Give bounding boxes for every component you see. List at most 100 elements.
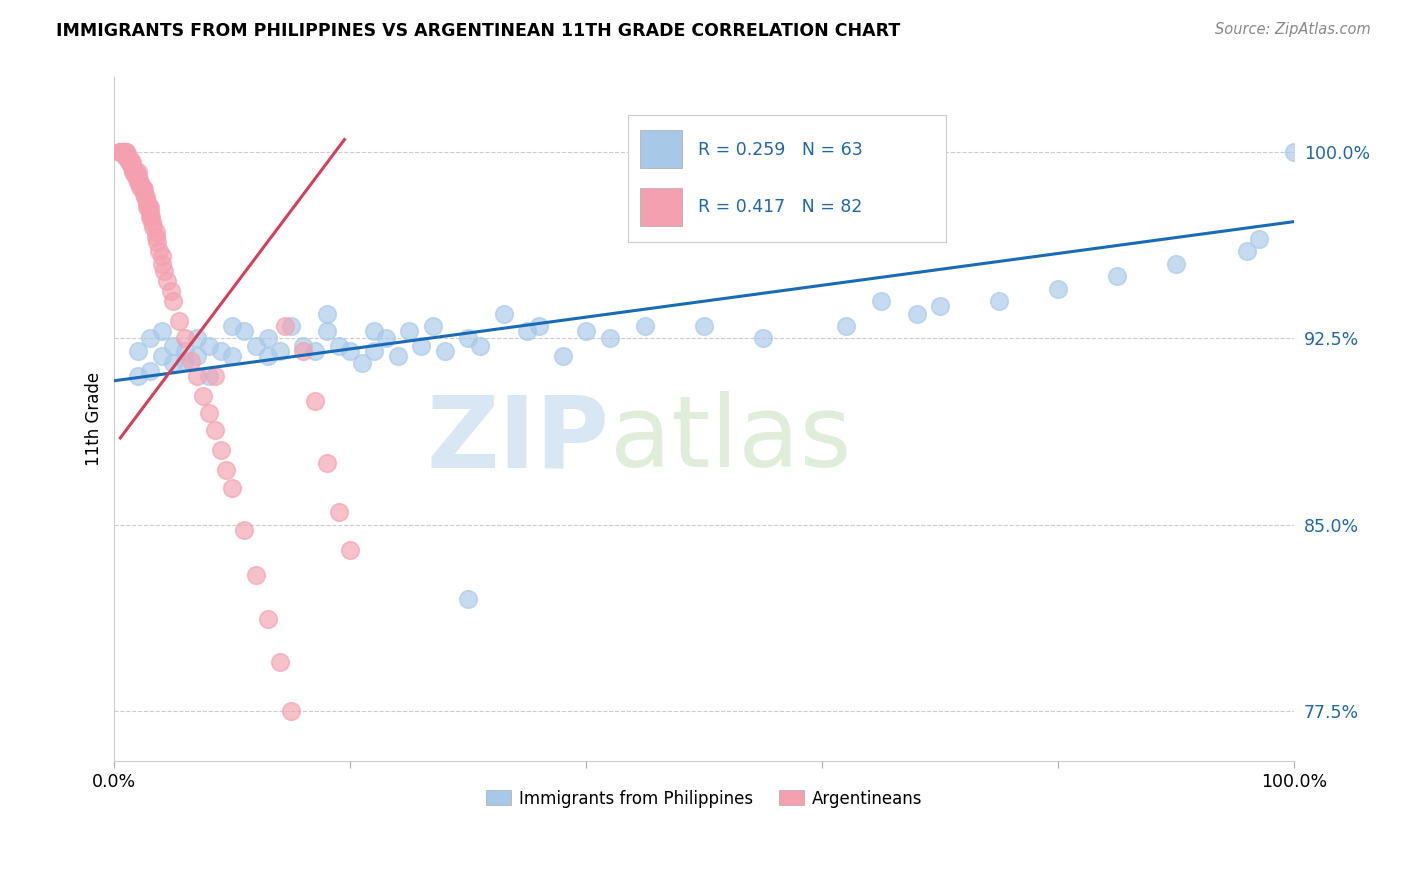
Point [411, 339, 433, 353]
Point [127, 175, 149, 189]
Point [139, 200, 162, 214]
Point [1107, 269, 1129, 284]
Point [374, 331, 396, 345]
Point [139, 364, 162, 378]
Point [117, 150, 139, 164]
Point [1164, 257, 1187, 271]
Point [115, 150, 138, 164]
Point [269, 343, 291, 358]
Point [131, 179, 153, 194]
Point [117, 150, 139, 164]
Point [138, 200, 160, 214]
Point [150, 349, 173, 363]
Point [422, 319, 444, 334]
Point [1247, 232, 1270, 246]
Point [110, 145, 132, 159]
Point [174, 343, 197, 358]
Point [527, 319, 550, 334]
Point [115, 145, 138, 159]
Point [145, 229, 167, 244]
Point [139, 204, 162, 219]
Point [120, 157, 142, 171]
Point [835, 319, 858, 334]
Point [125, 169, 148, 184]
Point [186, 349, 208, 363]
Point [339, 343, 361, 358]
Point [160, 284, 183, 298]
Point [136, 200, 159, 214]
Point [141, 214, 163, 228]
Point [1047, 282, 1070, 296]
Point [117, 155, 139, 169]
Text: atlas: atlas [610, 392, 852, 488]
Text: ZIP: ZIP [427, 392, 610, 488]
Point [135, 190, 157, 204]
Point [870, 294, 893, 309]
Point [693, 319, 716, 334]
Point [516, 324, 538, 338]
Point [575, 324, 598, 338]
Point [132, 182, 155, 196]
Point [145, 225, 167, 239]
Point [127, 343, 149, 358]
Point [204, 424, 226, 438]
Point [180, 354, 202, 368]
Point [256, 331, 278, 345]
Point [146, 235, 169, 249]
Point [988, 294, 1011, 309]
Point [197, 368, 219, 383]
Legend: Immigrants from Philippines, Argentineans: Immigrants from Philippines, Argentinean… [479, 783, 929, 814]
Point [363, 324, 385, 338]
Point [352, 356, 374, 370]
Point [221, 481, 243, 495]
Point [197, 339, 219, 353]
Point [132, 182, 155, 196]
Point [599, 331, 621, 345]
Point [127, 165, 149, 179]
Point [111, 145, 134, 159]
Point [209, 443, 232, 458]
Point [457, 331, 479, 345]
Point [148, 244, 170, 259]
Point [551, 349, 574, 363]
Point [122, 165, 145, 179]
Point [315, 307, 337, 321]
Point [110, 145, 132, 159]
Point [153, 264, 176, 278]
Point [328, 506, 350, 520]
Point [204, 368, 226, 383]
Point [124, 165, 146, 179]
Point [150, 324, 173, 338]
Point [398, 324, 420, 338]
Point [162, 294, 184, 309]
Point [150, 249, 173, 263]
Point [215, 463, 238, 477]
Point [752, 331, 775, 345]
Point [114, 145, 136, 159]
Point [433, 343, 456, 358]
Point [292, 339, 315, 353]
Text: IMMIGRANTS FROM PHILIPPINES VS ARGENTINEAN 11TH GRADE CORRELATION CHART: IMMIGRANTS FROM PHILIPPINES VS ARGENTINE… [56, 22, 900, 40]
Point [112, 145, 135, 159]
Point [304, 393, 326, 408]
Point [256, 349, 278, 363]
Text: Source: ZipAtlas.com: Source: ZipAtlas.com [1215, 22, 1371, 37]
Point [121, 160, 143, 174]
Point [186, 368, 208, 383]
Point [115, 150, 138, 164]
Point [245, 567, 267, 582]
Point [122, 160, 145, 174]
Point [132, 187, 155, 202]
Point [139, 331, 162, 345]
Point [315, 456, 337, 470]
Y-axis label: 11th Grade: 11th Grade [86, 372, 103, 467]
Point [129, 179, 152, 194]
Point [245, 339, 267, 353]
Point [169, 314, 191, 328]
Point [363, 343, 385, 358]
Point [174, 354, 197, 368]
Point [121, 160, 143, 174]
Point [139, 210, 162, 224]
Point [129, 175, 152, 189]
Point [233, 324, 256, 338]
